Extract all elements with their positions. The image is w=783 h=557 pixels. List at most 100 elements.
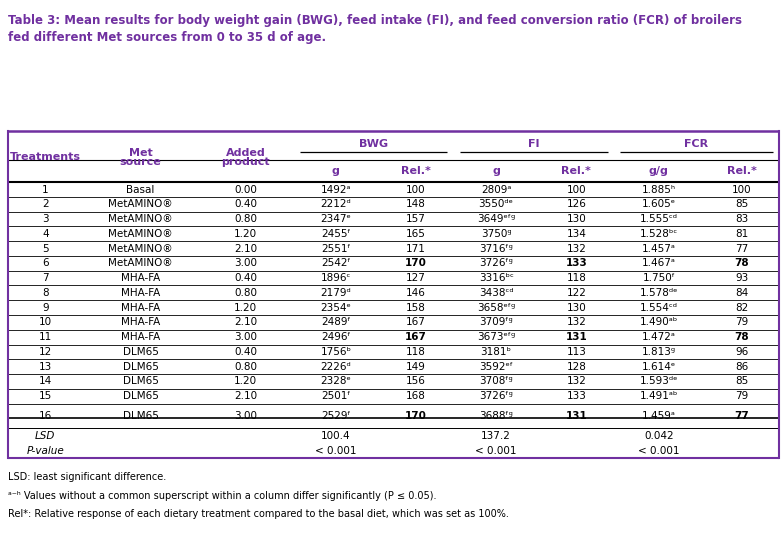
Text: 2328ᵉ: 2328ᵉ bbox=[320, 377, 352, 387]
Text: 3750ᵍ: 3750ᵍ bbox=[481, 229, 511, 239]
Text: 1.750ᶠ: 1.750ᶠ bbox=[643, 273, 675, 283]
Text: 134: 134 bbox=[566, 229, 586, 239]
Text: 168: 168 bbox=[406, 391, 426, 401]
Text: 10: 10 bbox=[39, 317, 52, 328]
Text: 7: 7 bbox=[42, 273, 49, 283]
Text: 2179ᵈ: 2179ᵈ bbox=[320, 288, 352, 298]
Text: 167: 167 bbox=[405, 332, 427, 342]
Text: 100: 100 bbox=[566, 184, 586, 194]
Text: g: g bbox=[493, 166, 500, 176]
Text: 3708ᶠᵍ: 3708ᶠᵍ bbox=[479, 377, 513, 387]
Text: 118: 118 bbox=[566, 273, 586, 283]
Text: 85: 85 bbox=[735, 199, 748, 209]
Text: 1.20: 1.20 bbox=[234, 302, 258, 312]
Text: 2501ᶠ: 2501ᶠ bbox=[321, 391, 351, 401]
Text: 2496ᶠ: 2496ᶠ bbox=[321, 332, 351, 342]
Text: MetAMINO®: MetAMINO® bbox=[108, 229, 173, 239]
Text: 1.605ᵉ: 1.605ᵉ bbox=[642, 199, 676, 209]
Text: 0.042: 0.042 bbox=[644, 431, 673, 441]
Text: 3.00: 3.00 bbox=[234, 332, 258, 342]
Text: 3181ᵇ: 3181ᵇ bbox=[481, 347, 511, 357]
Text: 127: 127 bbox=[406, 273, 426, 283]
Text: 100: 100 bbox=[406, 184, 426, 194]
Text: source: source bbox=[120, 157, 161, 167]
Text: 1.491ᵃᵇ: 1.491ᵃᵇ bbox=[640, 391, 678, 401]
Text: 3726ᶠᵍ: 3726ᶠᵍ bbox=[479, 258, 513, 268]
Text: 131: 131 bbox=[565, 411, 587, 421]
Text: 2542ᶠ: 2542ᶠ bbox=[321, 258, 351, 268]
Text: 0.40: 0.40 bbox=[234, 347, 258, 357]
Text: 2455ᶠ: 2455ᶠ bbox=[321, 229, 351, 239]
Text: MetAMINO®: MetAMINO® bbox=[108, 199, 173, 209]
Text: 96: 96 bbox=[735, 347, 748, 357]
Text: 1.555ᶜᵈ: 1.555ᶜᵈ bbox=[640, 214, 678, 224]
Text: 12: 12 bbox=[39, 347, 52, 357]
Text: 2212ᵈ: 2212ᵈ bbox=[320, 199, 352, 209]
Text: 100.4: 100.4 bbox=[321, 431, 351, 441]
Text: DLM65: DLM65 bbox=[123, 411, 158, 421]
Text: 3: 3 bbox=[42, 214, 49, 224]
Text: 1492ᵃ: 1492ᵃ bbox=[320, 184, 351, 194]
Text: FI: FI bbox=[528, 139, 539, 149]
Text: 100: 100 bbox=[731, 184, 752, 194]
Text: 4: 4 bbox=[42, 229, 49, 239]
Text: 16: 16 bbox=[39, 411, 52, 421]
Text: 85: 85 bbox=[735, 377, 748, 387]
Text: 130: 130 bbox=[566, 302, 586, 312]
Text: 13: 13 bbox=[39, 361, 52, 372]
Text: fed different Met sources from 0 to 35 d of age.: fed different Met sources from 0 to 35 d… bbox=[8, 31, 326, 43]
Text: 0.80: 0.80 bbox=[234, 288, 258, 298]
Text: 2.10: 2.10 bbox=[234, 243, 258, 253]
Text: 81: 81 bbox=[735, 229, 748, 239]
Text: MHA-FA: MHA-FA bbox=[121, 332, 161, 342]
Text: 122: 122 bbox=[566, 288, 586, 298]
Text: 128: 128 bbox=[566, 361, 586, 372]
Text: 149: 149 bbox=[406, 361, 426, 372]
Text: 2551ᶠ: 2551ᶠ bbox=[321, 243, 351, 253]
Text: 2489ᶠ: 2489ᶠ bbox=[321, 317, 351, 328]
Text: 1.459ᵃ: 1.459ᵃ bbox=[642, 411, 676, 421]
Text: BWG: BWG bbox=[359, 139, 388, 149]
Text: 83: 83 bbox=[735, 214, 748, 224]
Text: 2809ᵃ: 2809ᵃ bbox=[481, 184, 511, 194]
Text: 3649ᵉᶠᵍ: 3649ᵉᶠᵍ bbox=[477, 214, 515, 224]
Text: 3726ᶠᵍ: 3726ᶠᵍ bbox=[479, 391, 513, 401]
Text: Met: Met bbox=[128, 148, 153, 158]
Text: MetAMINO®: MetAMINO® bbox=[108, 258, 173, 268]
Text: DLM65: DLM65 bbox=[123, 361, 158, 372]
Text: 171: 171 bbox=[406, 243, 426, 253]
Text: 5: 5 bbox=[42, 243, 49, 253]
Text: Rel.*: Rel.* bbox=[561, 166, 591, 176]
Text: 2354ᵉ: 2354ᵉ bbox=[320, 302, 352, 312]
Text: 118: 118 bbox=[406, 347, 426, 357]
Text: Rel*: Relative response of each dietary treatment compared to the basal diet, wh: Rel*: Relative response of each dietary … bbox=[8, 509, 509, 519]
Text: 3716ᶠᵍ: 3716ᶠᵍ bbox=[479, 243, 513, 253]
Text: 130: 130 bbox=[566, 214, 586, 224]
Text: 1.554ᶜᵈ: 1.554ᶜᵈ bbox=[640, 302, 678, 312]
Text: 3550ᵈᵉ: 3550ᵈᵉ bbox=[478, 199, 514, 209]
Text: product: product bbox=[222, 157, 270, 167]
Text: 1.20: 1.20 bbox=[234, 229, 258, 239]
Text: 79: 79 bbox=[735, 391, 748, 401]
Text: 3592ᵉᶠ: 3592ᵉᶠ bbox=[479, 361, 513, 372]
Text: 9: 9 bbox=[42, 302, 49, 312]
Text: 113: 113 bbox=[566, 347, 586, 357]
Text: 0.40: 0.40 bbox=[234, 199, 258, 209]
Text: 2.10: 2.10 bbox=[234, 391, 258, 401]
Text: MHA-FA: MHA-FA bbox=[121, 288, 161, 298]
Text: 1.457ᵃ: 1.457ᵃ bbox=[642, 243, 676, 253]
Text: 1.593ᵈᵉ: 1.593ᵈᵉ bbox=[640, 377, 678, 387]
Text: Rel.*: Rel.* bbox=[727, 166, 756, 176]
Text: 133: 133 bbox=[566, 391, 586, 401]
Text: 0.40: 0.40 bbox=[234, 273, 258, 283]
Text: MHA-FA: MHA-FA bbox=[121, 302, 161, 312]
Text: 77: 77 bbox=[735, 243, 748, 253]
Text: g: g bbox=[332, 166, 340, 176]
Text: DLM65: DLM65 bbox=[123, 377, 158, 387]
Text: 3709ᶠᵍ: 3709ᶠᵍ bbox=[479, 317, 513, 328]
Text: Added: Added bbox=[226, 148, 265, 158]
Text: g/g: g/g bbox=[649, 166, 669, 176]
Text: 1.528ᵇᶜ: 1.528ᵇᶜ bbox=[640, 229, 678, 239]
Text: 132: 132 bbox=[566, 243, 586, 253]
Text: 1.472ᵃ: 1.472ᵃ bbox=[642, 332, 676, 342]
